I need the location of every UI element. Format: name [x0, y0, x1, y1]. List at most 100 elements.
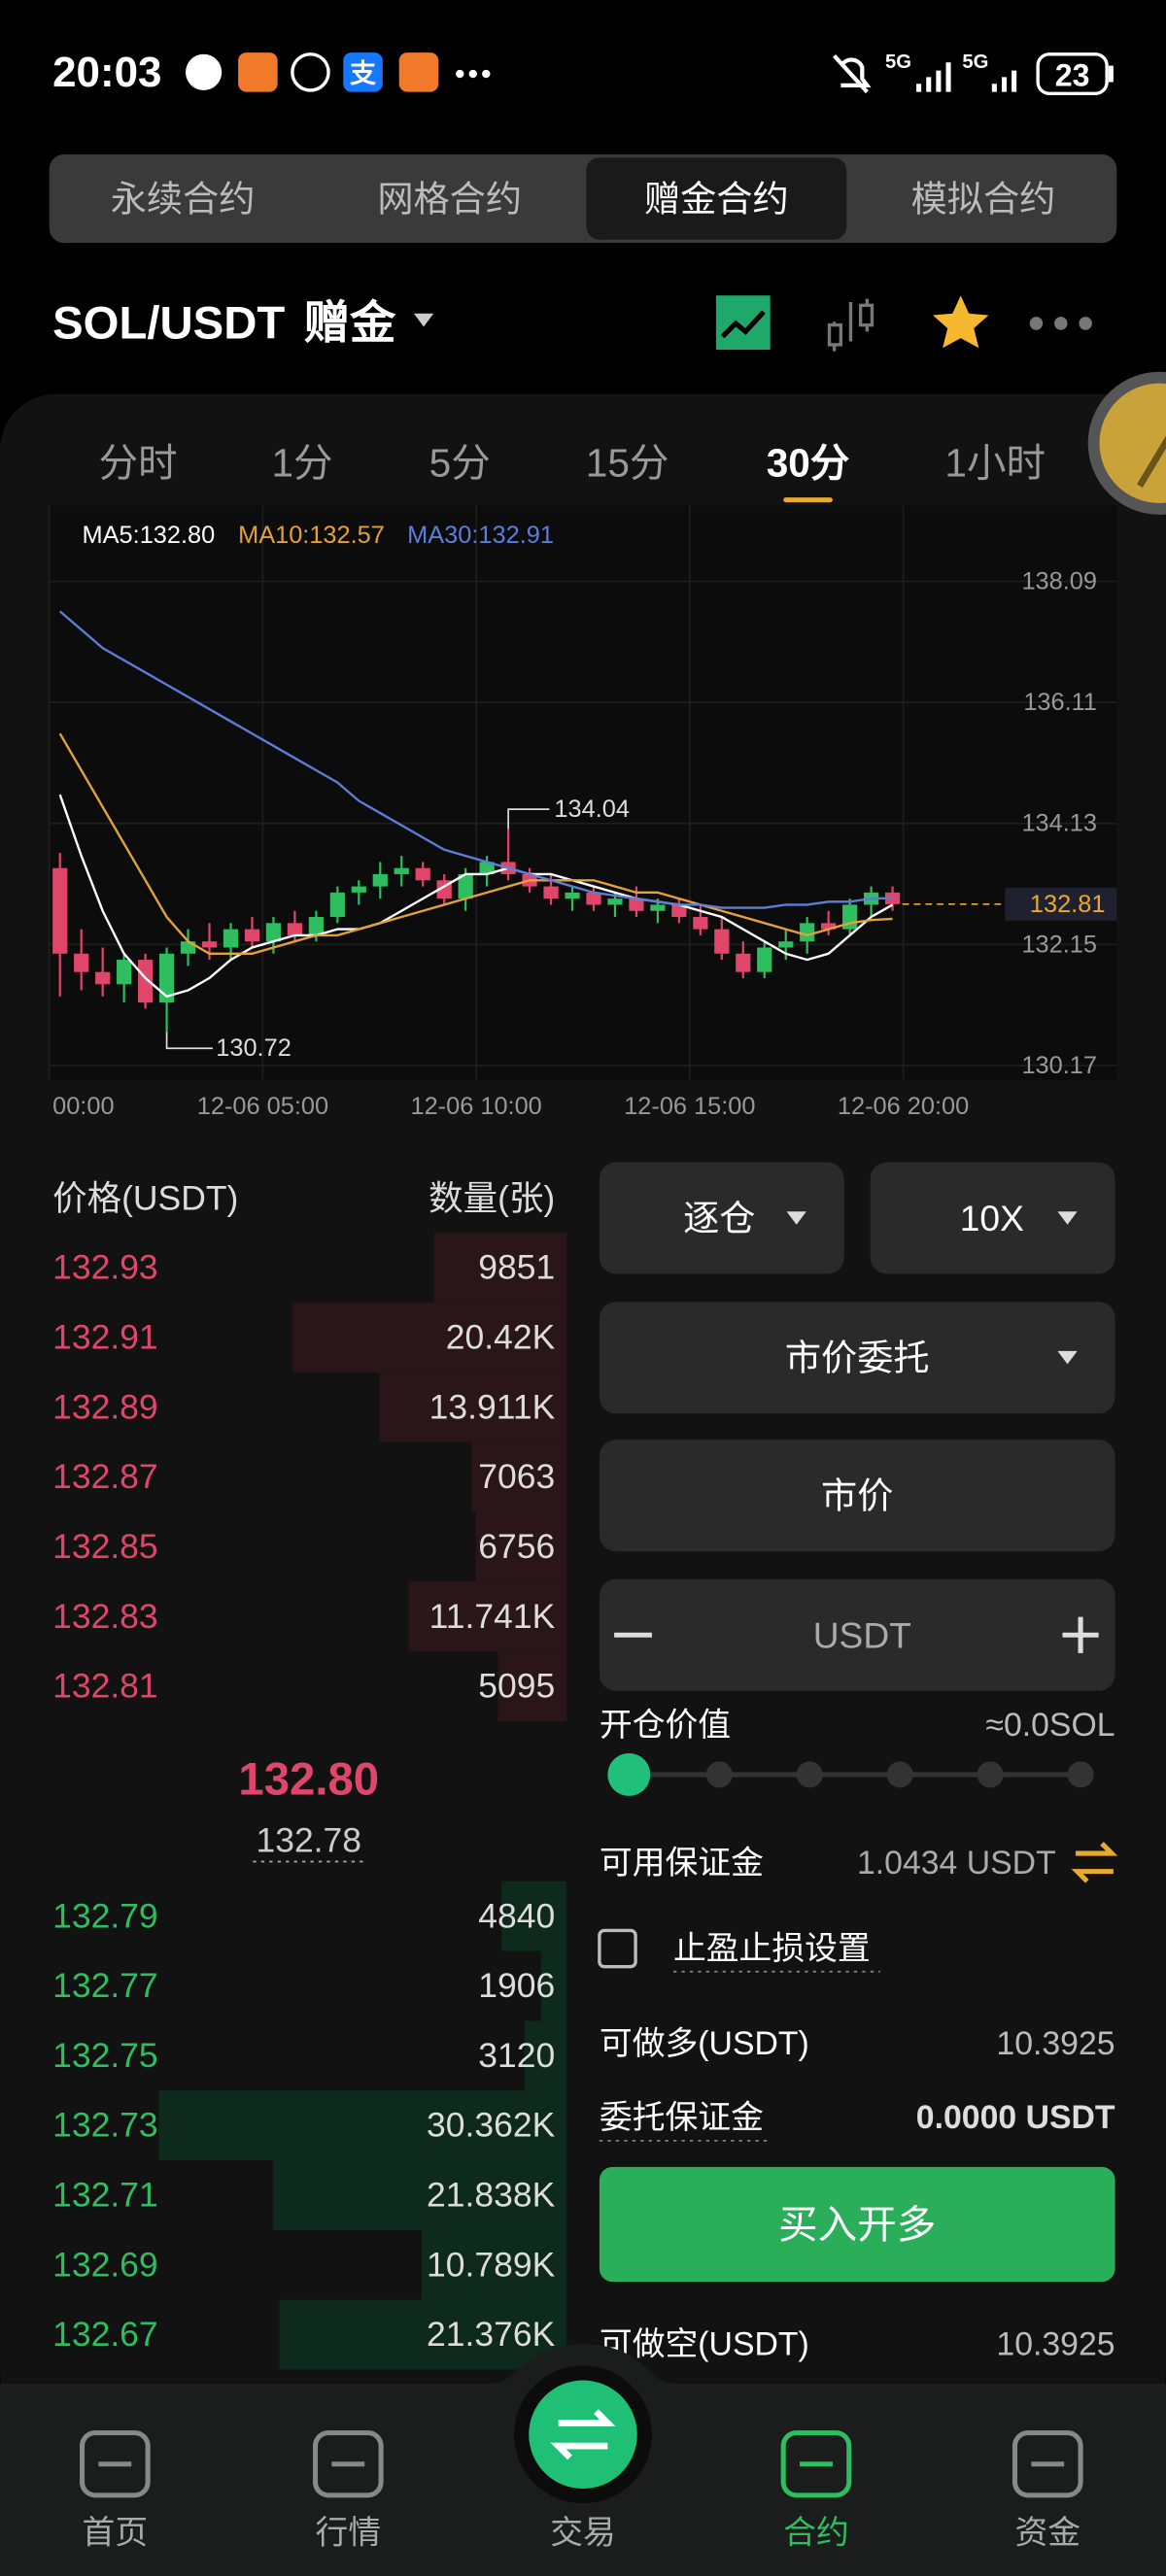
- chart-icon-line: [720, 310, 766, 339]
- depth-bar: [501, 1881, 567, 1951]
- dropdown-arrow: [413, 313, 434, 327]
- pair-mode[interactable]: 赠金: [304, 297, 396, 349]
- amount-field[interactable]: [599, 1578, 1115, 1691]
- available: 1.0434 USDT: [857, 1845, 1056, 1881]
- book-price[interactable]: 132.93: [52, 1248, 158, 1287]
- book-price[interactable]: 132.73: [52, 2106, 158, 2145]
- contract-tab[interactable]: 模拟合约: [911, 178, 1056, 219]
- nav-label[interactable]: 交易: [550, 2515, 616, 2552]
- candle-body: [223, 929, 239, 948]
- nav-label[interactable]: 行情: [316, 2515, 382, 2552]
- book-qty: 4840: [478, 1896, 555, 1935]
- order-type-select[interactable]: [599, 1302, 1115, 1414]
- price-field[interactable]: [599, 1440, 1115, 1552]
- buy-button[interactable]: [599, 2166, 1115, 2283]
- slider-step[interactable]: [607, 1752, 651, 1796]
- timeframe[interactable]: 5分: [429, 441, 491, 486]
- book-price[interactable]: 132.91: [52, 1318, 158, 1357]
- book-qty: 11.741K: [429, 1597, 556, 1636]
- favorite-star[interactable]: [932, 295, 989, 349]
- slider-step[interactable]: [886, 1761, 913, 1788]
- candle-body: [607, 898, 623, 905]
- chart-icon[interactable]: [715, 295, 771, 350]
- margin-mode-select[interactable]: [599, 1162, 844, 1274]
- nav-label[interactable]: 首页: [83, 2515, 149, 2552]
- book-price[interactable]: 132.83: [52, 1597, 158, 1636]
- x-tick-label: 12-06 15:00: [624, 1093, 755, 1120]
- app-icon: [238, 52, 278, 92]
- timeframe[interactable]: 1分: [271, 441, 332, 486]
- book-price[interactable]: 132.89: [52, 1387, 158, 1426]
- x-tick-label: 00:00: [52, 1093, 114, 1120]
- timeframe[interactable]: 1小时: [944, 441, 1046, 486]
- book-price[interactable]: 132.67: [52, 2315, 158, 2354]
- trade-icon: [550, 2409, 616, 2460]
- signal-icon: [916, 62, 951, 92]
- leverage-select[interactable]: [870, 1162, 1115, 1274]
- slider-step[interactable]: [1067, 1761, 1094, 1788]
- tpsl[interactable]: 止盈止损设置: [673, 1930, 871, 1967]
- depth-bar: [540, 1950, 567, 2021]
- battery: [1036, 52, 1109, 96]
- order-type: 市价委托: [785, 1338, 930, 1378]
- slider-step[interactable]: [796, 1761, 823, 1788]
- y-tick-label: 136.11: [1023, 689, 1097, 716]
- book-qty: 21.838K: [427, 2176, 556, 2215]
- book-price[interactable]: 132.87: [52, 1457, 158, 1496]
- nav-label[interactable]: 资金: [1014, 2515, 1080, 2552]
- ma-legend: MA30:132.91: [407, 522, 554, 549]
- candle-body: [543, 886, 559, 899]
- more-dot[interactable]: [1029, 317, 1044, 330]
- timeframe-underline: [783, 497, 833, 503]
- book-qty: 10.789K: [427, 2245, 556, 2284]
- plus-button[interactable]: [1062, 1616, 1099, 1653]
- contract-tab[interactable]: 赠金合约: [644, 178, 789, 219]
- book-qty: 13.911K: [429, 1387, 556, 1426]
- timeframe[interactable]: 30分: [767, 441, 850, 486]
- max-long: 10.3925: [996, 2025, 1115, 2062]
- book-price[interactable]: 132.81: [52, 1667, 158, 1706]
- nav-items: 首页 行情 交易 合约 资金: [80, 2365, 1083, 2552]
- min-label: 130.72: [216, 1034, 292, 1062]
- nav-label[interactable]: 合约: [783, 2515, 849, 2552]
- last-price-label: 132.81: [1030, 891, 1106, 918]
- slider[interactable]: [607, 1752, 1094, 1796]
- more-dot: [468, 69, 477, 79]
- candle-body: [671, 904, 687, 918]
- transfer-icon[interactable]: [1071, 1842, 1118, 1883]
- max-label: 134.04: [554, 796, 630, 823]
- book-qty: 3120: [478, 2036, 555, 2075]
- slider-step[interactable]: [705, 1761, 733, 1788]
- candle-body: [372, 873, 388, 887]
- book-price[interactable]: 132.79: [52, 1896, 158, 1935]
- book-price[interactable]: 132.85: [52, 1527, 158, 1566]
- timeframe[interactable]: 分时: [98, 441, 177, 486]
- candle-body: [693, 917, 708, 930]
- nav-icon[interactable]: [780, 2430, 852, 2498]
- trade-button[interactable]: [529, 2380, 637, 2490]
- contract-tab[interactable]: 网格合约: [377, 178, 522, 219]
- clock: 20:03: [52, 49, 161, 96]
- nav-icon[interactable]: [312, 2430, 384, 2498]
- pair-symbol[interactable]: SOL/USDT: [52, 297, 285, 349]
- book-price[interactable]: 132.77: [52, 1966, 158, 2005]
- book-header: 数量(张): [429, 1179, 555, 1218]
- slider-step[interactable]: [977, 1761, 1004, 1788]
- open-value-label: 开仓价值: [600, 1707, 731, 1744]
- book-price[interactable]: 132.71: [52, 2176, 158, 2215]
- nav-icon[interactable]: [80, 2430, 151, 2498]
- price: 市价: [821, 1475, 893, 1516]
- nav-icon[interactable]: [1012, 2430, 1083, 2498]
- book-price[interactable]: 132.69: [52, 2245, 158, 2284]
- max-short: 10.3925: [996, 2325, 1115, 2362]
- checkbox[interactable]: [598, 1928, 637, 1969]
- depth-bar: [497, 1651, 567, 1721]
- contract-tab[interactable]: 永续合约: [111, 178, 256, 219]
- book-price[interactable]: 132.75: [52, 2036, 158, 2075]
- timeframe[interactable]: 15分: [586, 441, 669, 486]
- battery-level: 23: [1055, 58, 1090, 93]
- candle-body: [95, 971, 111, 985]
- alipay-glyph: 支: [350, 59, 376, 88]
- mute-icon: [833, 54, 872, 94]
